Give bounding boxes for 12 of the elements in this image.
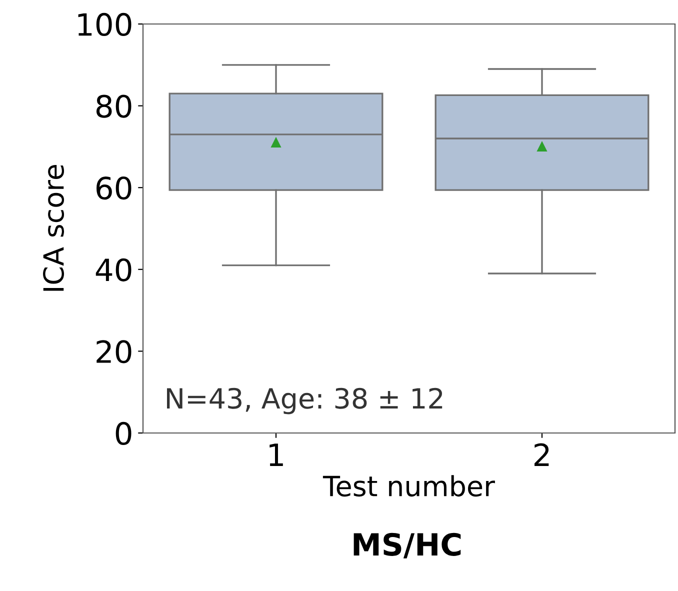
y-axis-title: ICA score [43,164,64,291]
x-tick-label: 2 [534,443,549,466]
y-tick-label: 20 [96,340,132,364]
y-tick-label: 40 [96,258,132,282]
y-tick-label: 0 [116,422,132,446]
annotation: N=43, Age: 38 ± 12 [167,388,442,414]
y-tick-label: 60 [96,176,132,200]
x-tick-label: 1 [270,444,283,466]
x-axis-title: Test number [322,475,495,497]
y-tick-label: 100 [78,12,132,36]
y-tick-label: 80 [96,94,132,118]
text: MS/HC [354,532,461,558]
